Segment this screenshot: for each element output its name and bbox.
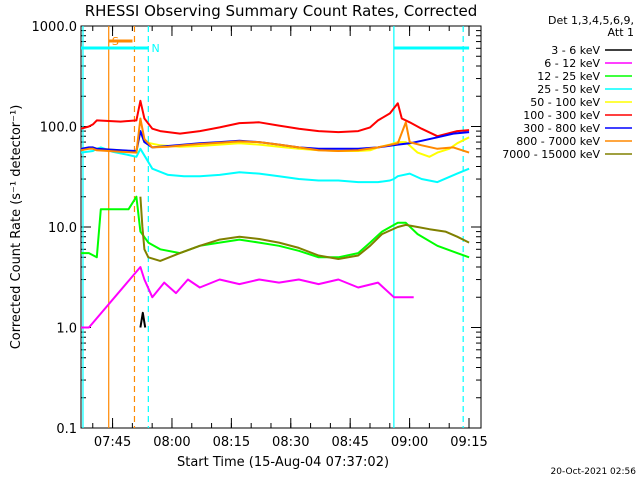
legend-header-line-1: Det 1,3,4,5,6,9,: [548, 14, 634, 27]
legend-item-label: 7000 - 15000 keV: [502, 148, 600, 161]
legend-item-label: 6 - 12 keV: [544, 57, 600, 70]
series-line-100-300-kev: [80, 99, 470, 138]
x-tick-label: 08:15: [213, 435, 250, 450]
series-line-25-50-kev: [80, 146, 470, 184]
series-line-800-7000-kev: [80, 117, 470, 154]
legend-item-label: 800 - 7000 keV: [516, 135, 600, 148]
legend-item-label: 50 - 100 keV: [530, 96, 600, 109]
status-bars: SN: [81, 35, 470, 55]
y-tick-label: 10.0: [48, 221, 77, 236]
series-group: [80, 99, 470, 329]
x-axis-ticks: 07:45 08:00 08:15 08:30 08:45 09:00 09:15: [92, 26, 488, 450]
vertical-markers: [82, 26, 464, 428]
y-tick-label: 1000.0: [32, 20, 78, 35]
x-tick-label: 08:00: [153, 435, 190, 450]
annotation-s: S: [112, 35, 119, 48]
x-tick-label: 09:15: [450, 435, 487, 450]
chart-title: RHESSI Observing Summary Count Rates, Co…: [85, 2, 478, 20]
legend-item-label: 12 - 25 keV: [537, 70, 600, 83]
legend-item-label: 300 - 800 keV: [523, 122, 600, 135]
legend-item-label: 3 - 6 keV: [551, 44, 600, 57]
y-axis-label: Corrected Count Rate (s⁻¹ detector⁻¹): [9, 105, 24, 350]
series-line-6-12-kev: [81, 266, 414, 329]
x-tick-label: 07:45: [94, 435, 131, 450]
legend-header-line-2: Att 1: [608, 26, 634, 39]
x-tick-label: 08:30: [272, 435, 309, 450]
x-tick-label: 09:00: [391, 435, 428, 450]
y-tick-label: 0.1: [56, 422, 77, 437]
legend-item-label: 100 - 300 keV: [523, 109, 600, 122]
series-line-12-25-kev: [81, 195, 470, 259]
x-tick-label: 08:45: [331, 435, 368, 450]
x-axis-label: Start Time (15-Aug-04 07:37:02): [177, 455, 389, 470]
y-tick-label: 1.0: [56, 322, 77, 337]
y-axis-ticks: 0.1 1.0 10.0 100.0 1000.0: [32, 20, 481, 437]
annotation-n: N: [151, 42, 159, 55]
series-line-3-6-kev: [139, 311, 147, 328]
legend-item-label: 25 - 50 keV: [537, 83, 600, 96]
timestamp: 20-Oct-2021 02:56: [551, 467, 637, 477]
y-tick-label: 100.0: [40, 121, 77, 136]
series-line-7000-15000-kev: [139, 196, 470, 262]
